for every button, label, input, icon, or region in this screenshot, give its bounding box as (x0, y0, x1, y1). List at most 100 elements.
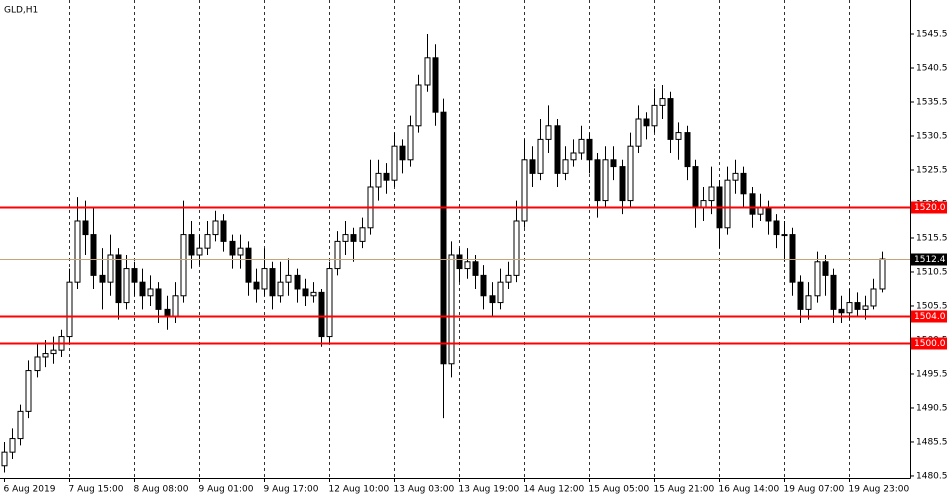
candle-body (870, 288, 877, 307)
candle-body (342, 234, 349, 242)
candle-body (253, 281, 260, 290)
candle-body (643, 118, 650, 127)
x-tick-label: 15 Aug 05:00 (589, 485, 650, 495)
y-tick-label: 1530.5 (916, 131, 948, 141)
candle-body (667, 98, 674, 140)
level-label-box (911, 310, 947, 323)
candle-body (586, 138, 593, 161)
level-label: 1520.0 (914, 203, 946, 213)
candle-body (489, 295, 496, 304)
candle-body (212, 220, 219, 236)
x-tick-label: 16 Aug 14:00 (719, 485, 780, 495)
x-tick-label: 12 Aug 10:00 (329, 485, 390, 495)
candle-body (172, 295, 179, 317)
candle-body (66, 281, 73, 338)
candle-body (285, 274, 292, 283)
candle-body (164, 308, 171, 317)
y-tick-label: 1505.5 (916, 301, 948, 311)
candle-body (602, 159, 609, 202)
candle-body (513, 220, 520, 276)
candle-body (659, 98, 666, 106)
x-tick-label: 6 Aug 2019 (4, 485, 56, 495)
candle-body (822, 261, 829, 276)
candle-body (220, 220, 227, 242)
candle-body (383, 172, 390, 181)
y-tick-label: 1510.5 (916, 267, 948, 277)
level-label-box (911, 253, 947, 266)
candle-body (854, 302, 861, 310)
chart-title: GLD,H1 (4, 6, 38, 16)
candle-body (814, 261, 821, 297)
candle-body (635, 118, 642, 147)
candle-body (732, 172, 739, 181)
candle-body (310, 291, 317, 297)
candle-body (749, 193, 756, 215)
candle-body (294, 274, 301, 290)
candle-body (879, 258, 886, 290)
candle-body (326, 268, 333, 338)
candle-body (472, 261, 479, 276)
candle-body (610, 159, 617, 168)
level-label: 1504.0 (914, 312, 946, 322)
candle-body (237, 247, 244, 256)
candle-body (107, 254, 114, 283)
candle-body (578, 138, 585, 154)
candle-body (448, 254, 455, 365)
candle-body (862, 305, 869, 310)
candle-body (684, 132, 691, 168)
candle-body (50, 349, 57, 355)
candle-body (123, 268, 130, 304)
y-tick-label: 1515.5 (916, 233, 948, 243)
y-tick-label: 1525.5 (916, 165, 948, 175)
candle-body (115, 254, 122, 304)
level-label-box (911, 337, 947, 350)
candle-body (740, 172, 747, 195)
candle-body (415, 84, 422, 127)
candle-body (1, 451, 8, 467)
candle-body (261, 268, 268, 290)
y-tick-label: 1490.5 (916, 403, 948, 413)
candle-body (619, 166, 626, 202)
x-tick-label: 15 Aug 21:00 (654, 485, 715, 495)
candle-body (521, 159, 528, 222)
y-tick-label: 1535.5 (916, 97, 948, 107)
candle-body (188, 234, 195, 256)
x-tick-label: 13 Aug 03:00 (394, 485, 455, 495)
x-tick-label: 19 Aug 23:00 (849, 485, 910, 495)
candle-body (570, 152, 577, 161)
y-tick-label: 1495.5 (916, 369, 948, 379)
candle-body (692, 166, 699, 208)
candle-body (99, 274, 106, 283)
candle-body (830, 274, 837, 310)
candle-body (464, 261, 471, 270)
candle-body (545, 125, 552, 140)
candle-body (407, 125, 414, 161)
x-tick-label: 9 Aug 17:00 (264, 485, 319, 495)
candle-body (196, 247, 203, 256)
candle-body (537, 138, 544, 174)
candle-body (594, 159, 601, 202)
candle-body (350, 234, 357, 242)
y-tick-label: 1480.5 (916, 471, 948, 481)
candle-body (90, 234, 97, 276)
y-tick-label: 1485.5 (916, 437, 948, 447)
candle-body (391, 145, 398, 181)
candle-body (229, 240, 236, 256)
candle-body (651, 104, 658, 127)
candle-body (334, 240, 341, 270)
candle-body (765, 206, 772, 222)
candle-body (245, 247, 252, 283)
candle-body (74, 220, 81, 283)
candle-body (789, 234, 796, 283)
x-tick-label: 13 Aug 19:00 (459, 485, 520, 495)
candle-body (359, 227, 366, 242)
candle-body (456, 254, 463, 270)
candle-body (131, 268, 138, 283)
candle-body (9, 438, 16, 453)
candle-body (497, 281, 504, 304)
candle-body (155, 288, 162, 310)
candle-body (805, 295, 812, 310)
candle-body (42, 353, 49, 358)
candle-body (529, 159, 536, 174)
x-tick-label: 8 Aug 08:00 (134, 485, 189, 495)
